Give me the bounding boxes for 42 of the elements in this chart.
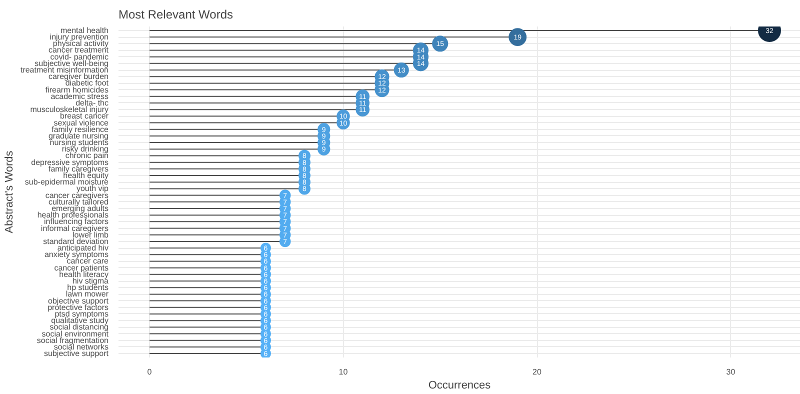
y-tick-label: informal caregivers <box>40 224 108 233</box>
y-tick-label: culturally tailored <box>48 197 109 206</box>
y-tick-label: family resilience <box>52 124 110 134</box>
y-tick-label: anticipated hiv <box>57 244 109 253</box>
y-tick-label: social fragmentation <box>36 336 108 345</box>
y-tick-label: firearm homicides <box>45 85 109 94</box>
y-tick-label: subjective support <box>44 349 110 358</box>
y-tick-label: ptsd symptoms <box>54 309 109 318</box>
y-tick-label: social environment <box>42 329 110 338</box>
y-tick-label: physical activity <box>52 39 109 48</box>
y-tick-label: chronic pain <box>65 151 109 160</box>
x-tick-label: 30 <box>726 368 736 376</box>
chart-title: Most Relevant Words <box>118 8 233 22</box>
y-tick-label: objective support <box>48 296 110 306</box>
x-tick-label: 20 <box>532 368 542 376</box>
y-tick-label: subjective well-being <box>34 58 109 68</box>
x-tick-label: 0 <box>147 368 152 376</box>
y-tick-label: protective factors <box>48 302 109 312</box>
y-tick-label: influencing factors <box>44 217 109 226</box>
y-tick-label: mental health <box>60 26 108 35</box>
y-tick-label: standard deviation <box>43 236 109 246</box>
y-tick-label: covid- pandemic <box>50 52 108 62</box>
y-tick-label: social networks <box>54 342 108 352</box>
y-tick-label: sexual violence <box>54 118 110 128</box>
y-tick-label: family caregivers <box>48 164 108 174</box>
y-tick-label: graduate nursing <box>48 131 109 140</box>
y-tick-label: anxiety symptoms <box>44 250 109 260</box>
y-tick-label: emerging adults <box>52 204 108 213</box>
x-tick-label: 10 <box>338 368 348 376</box>
y-tick-label: lower limb <box>72 230 110 240</box>
y-tick-label: hiv stigma <box>72 276 110 286</box>
y-tick-label: risky drinking <box>62 144 109 154</box>
y-tick-label: youth vip <box>76 184 110 194</box>
y-tick-label: cancer patients <box>54 263 109 272</box>
y-tick-label: delta- thc <box>76 98 108 108</box>
y-tick-label: academic stress <box>50 92 108 101</box>
x-axis-title: Occurrences <box>428 380 492 392</box>
y-axis-title: Abstract's Words <box>3 150 16 234</box>
y-tick-label: lawn mower <box>66 290 109 299</box>
y-tick-label: cancer caregivers <box>45 190 109 200</box>
y-tick-label: hp students <box>67 283 109 292</box>
y-tick-label: social distancing <box>50 322 109 332</box>
